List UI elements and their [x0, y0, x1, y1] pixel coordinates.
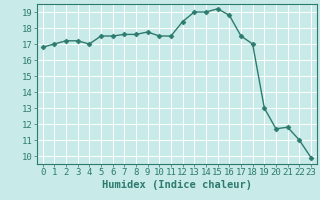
X-axis label: Humidex (Indice chaleur): Humidex (Indice chaleur): [102, 180, 252, 190]
